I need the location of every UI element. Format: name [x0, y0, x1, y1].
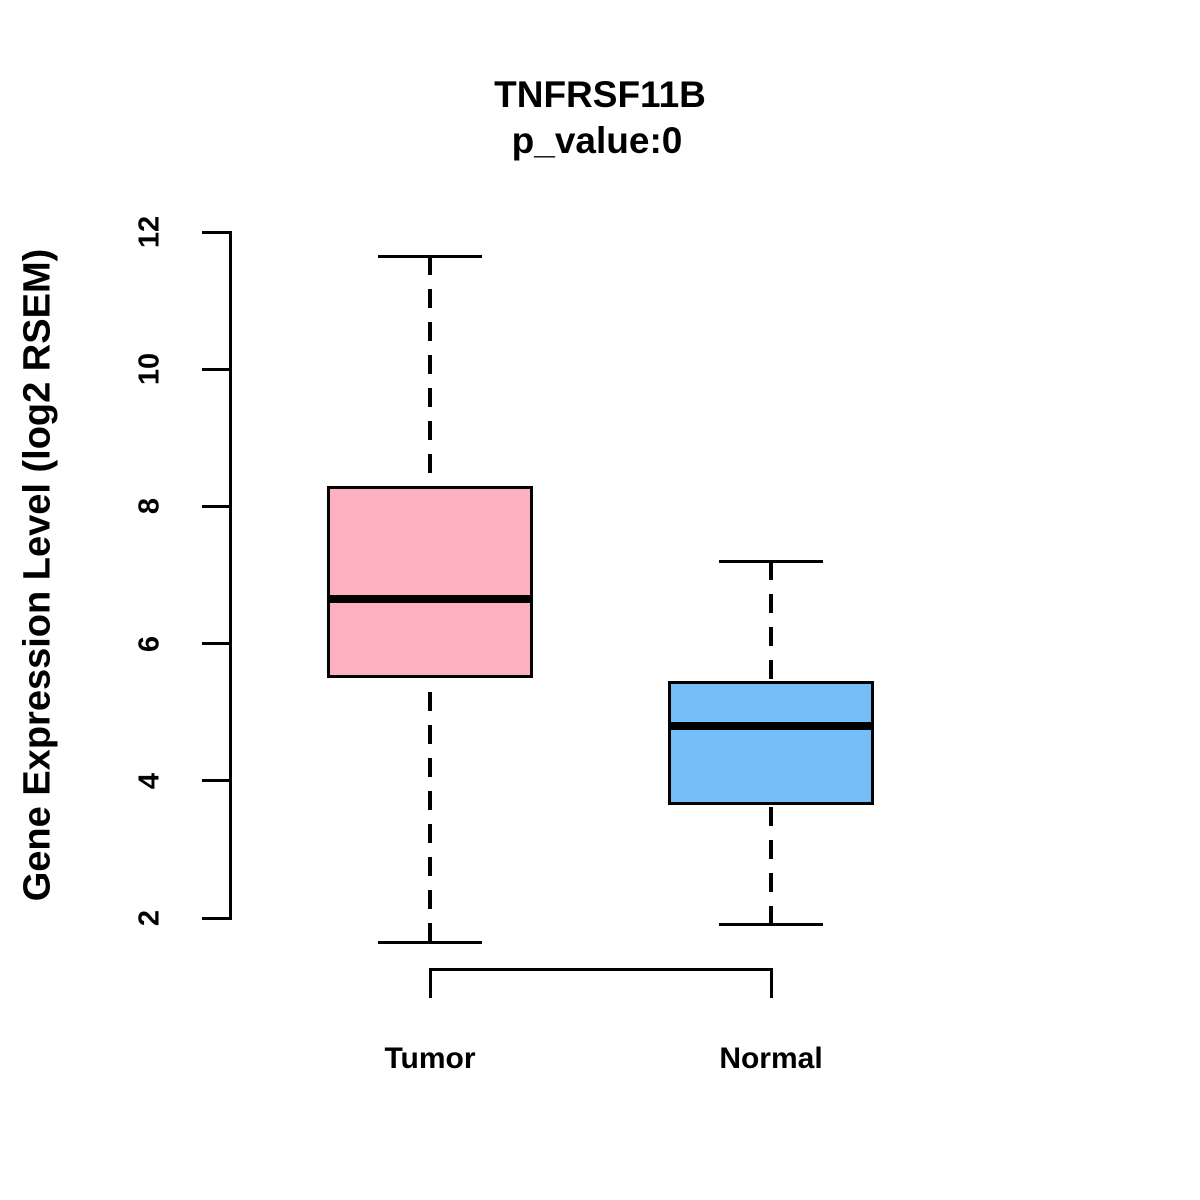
median-line	[327, 595, 533, 603]
whisker-upper	[428, 256, 432, 486]
y-axis-tick-label: 2	[133, 909, 166, 927]
y-axis-tick-label: 4	[133, 772, 166, 789]
whisker-upper	[769, 561, 773, 682]
y-axis-tick	[202, 367, 230, 371]
x-axis-tick	[428, 969, 432, 998]
y-axis-tick	[202, 916, 230, 920]
whisker-lower	[769, 804, 773, 925]
category-label: Tumor	[384, 1042, 476, 1075]
y-axis-tick-label: 10	[133, 353, 166, 386]
y-axis-tick-label: 8	[133, 498, 166, 515]
y-axis-tick	[202, 779, 230, 783]
y-axis-tick-label: 12	[133, 215, 166, 249]
y-axis-tick-label: 6	[133, 635, 166, 652]
x-axis-tick	[769, 969, 773, 998]
category-label: Normal	[719, 1042, 823, 1075]
box-tumor	[327, 485, 533, 678]
whisker-cap-upper	[378, 254, 482, 258]
whisker-cap-lower	[719, 923, 823, 927]
y-axis-tick	[202, 504, 230, 508]
y-axis-title: Gene Expression Level (log2 RSEM)	[16, 248, 59, 902]
whisker-cap-upper	[719, 559, 823, 563]
y-axis-line	[228, 230, 232, 920]
chart-subtitle: p_value:0	[511, 120, 683, 161]
median-line	[668, 721, 874, 730]
whisker-lower	[428, 677, 432, 942]
x-axis-line	[428, 967, 773, 971]
whisker-cap-lower	[378, 940, 482, 944]
y-axis-tick	[202, 642, 230, 646]
box-normal	[668, 681, 874, 805]
chart-title: TNFRSF11B	[494, 74, 706, 115]
y-axis-tick	[202, 230, 230, 234]
